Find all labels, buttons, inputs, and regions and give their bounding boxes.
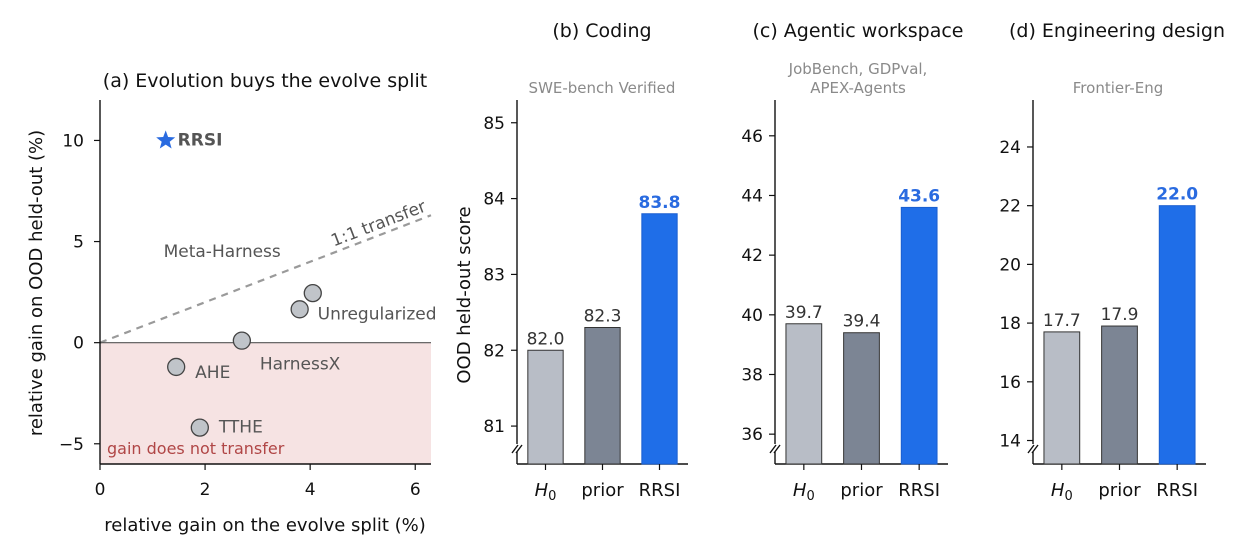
- y-tick-label: 20: [999, 255, 1021, 275]
- bar-value-label: 17.9: [1101, 305, 1139, 325]
- point-marker: [167, 357, 186, 377]
- bar-prior: [584, 327, 621, 465]
- x-tick-label: 4: [305, 480, 316, 500]
- point-marker: [232, 331, 252, 350]
- panel-b-title: (b) Coding: [552, 20, 651, 42]
- bar-value-label: 43.6: [898, 186, 940, 206]
- panel-b-y-axis-label: OOD held-out score: [454, 206, 475, 383]
- panel-d-bar-chart: (d) Engineering design Frontier-Eng 14 16…: [999, 20, 1225, 504]
- panel-b-subtitle: SWE-bench Verified: [529, 79, 676, 97]
- axis-break-mark: [515, 444, 523, 454]
- bar-h0: [527, 349, 564, 465]
- y-tick-label: 44: [741, 186, 763, 206]
- panel-b-bar-chart: (b) Coding SWE-bench Verified OOD held-o…: [454, 20, 688, 504]
- no-transfer-region: [100, 342, 431, 464]
- panel-c-subtitle-line1: JobBench, GDPval,: [788, 60, 928, 78]
- panel-a-y-axis-label: relative gain on OOD held-out (%): [26, 130, 47, 436]
- bar-h0: [785, 323, 823, 465]
- x-tick-label: RRSI: [639, 480, 681, 501]
- panel-c-title: (c) Agentic workspace: [752, 20, 963, 42]
- panel-a-x-axis-label: relative gain on the evolve split (%): [104, 515, 426, 536]
- bar-value-label: 22.0: [1156, 185, 1198, 205]
- bar-rrsi: [641, 213, 678, 465]
- x-tick-label: H0: [1051, 480, 1073, 504]
- point-marker: [303, 283, 322, 303]
- bar-value-label: 83.8: [639, 193, 681, 213]
- bar-value-label: 39.4: [843, 312, 881, 332]
- point-marker: [190, 418, 209, 437]
- axis-break-mark: [511, 444, 519, 454]
- panel-a-title: (a) Evolution buys the evolve split: [103, 70, 427, 92]
- x-tick-label: 0: [95, 480, 106, 500]
- reference-line-label: 1:1 transfer: [328, 197, 428, 252]
- y-tick-label: 84: [483, 190, 505, 210]
- axis-break-mark: [1027, 444, 1035, 454]
- y-tick-label: 14: [999, 432, 1021, 452]
- y-tick-label: 18: [999, 314, 1021, 334]
- bar-value-label: 82.3: [584, 307, 622, 327]
- y-tick-label: 0: [73, 334, 84, 354]
- axis-break-gap: [1027, 444, 1039, 452]
- y-tick-label: 38: [741, 365, 763, 385]
- bar-rrsi: [1158, 205, 1196, 465]
- panel-d-subtitle: Frontier-Eng: [1073, 79, 1163, 97]
- axis-break-mark: [769, 444, 777, 454]
- y-tick-label: 16: [999, 373, 1021, 393]
- x-tick-label: H0: [793, 480, 815, 504]
- x-tick-label: H0: [535, 480, 557, 504]
- y-tick-label: 81: [483, 417, 505, 437]
- panel-c-bar-chart: (c) Agentic workspace JobBench, GDPval, …: [741, 20, 963, 504]
- panel-a-axes: 0 2 4 6 −5 0 5 10: [59, 100, 431, 500]
- bar-value-label: 17.7: [1043, 311, 1081, 331]
- point-star-rrsi: [156, 130, 176, 149]
- bar-prior: [843, 332, 880, 465]
- point-marker: [290, 300, 309, 319]
- bar-rrsi: [900, 206, 938, 465]
- y-tick-label: 40: [741, 306, 763, 326]
- panel-a-points: RRSI Meta-Harness Unregularized HarnessX AHE…: [156, 130, 437, 438]
- y-tick-label: 46: [741, 127, 763, 147]
- x-tick-label: RRSI: [898, 480, 940, 501]
- point-label: TTHE: [218, 418, 263, 438]
- y-tick-label: 22: [999, 197, 1021, 217]
- bar-prior: [1101, 325, 1138, 465]
- axis-break-gap: [769, 444, 781, 452]
- x-tick-label: prior: [1098, 480, 1141, 501]
- point-label: Unregularized: [318, 304, 437, 324]
- y-tick-label: 83: [483, 265, 505, 285]
- y-tick-label: 10: [62, 131, 84, 151]
- x-tick-label: 2: [200, 480, 211, 500]
- y-tick-label: 36: [741, 425, 763, 445]
- y-tick-label: 24: [999, 138, 1021, 158]
- y-tick-label: 85: [483, 114, 505, 134]
- axis-break-gap: [511, 444, 523, 452]
- y-tick-label: 5: [73, 233, 84, 253]
- point-label: HarnessX: [260, 355, 341, 375]
- y-tick-label: −5: [59, 435, 84, 455]
- x-tick-label: 6: [410, 480, 421, 500]
- y-tick-label: 82: [483, 341, 505, 361]
- y-tick-label: 42: [741, 246, 763, 266]
- bar-h0: [1043, 331, 1081, 465]
- point-label: RRSI: [178, 130, 223, 150]
- x-tick-label: RRSI: [1156, 480, 1198, 501]
- panel-d-title: (d) Engineering design: [1009, 20, 1225, 42]
- axis-break-mark: [1031, 444, 1039, 454]
- panel-a-scatter: 1:1 transfer gain does not transfer (a) …: [26, 70, 437, 536]
- x-tick-label: prior: [840, 480, 883, 501]
- point-label: Meta-Harness: [164, 242, 281, 262]
- axis-break-mark: [773, 444, 781, 454]
- x-tick-label: prior: [581, 480, 624, 501]
- bar-value-label: 39.7: [785, 303, 823, 323]
- point-label: AHE: [195, 363, 230, 383]
- panel-c-subtitle-line2: APEX-Agents: [810, 79, 906, 97]
- bar-value-label: 82.0: [527, 329, 565, 349]
- region-label: gain does not transfer: [107, 439, 285, 458]
